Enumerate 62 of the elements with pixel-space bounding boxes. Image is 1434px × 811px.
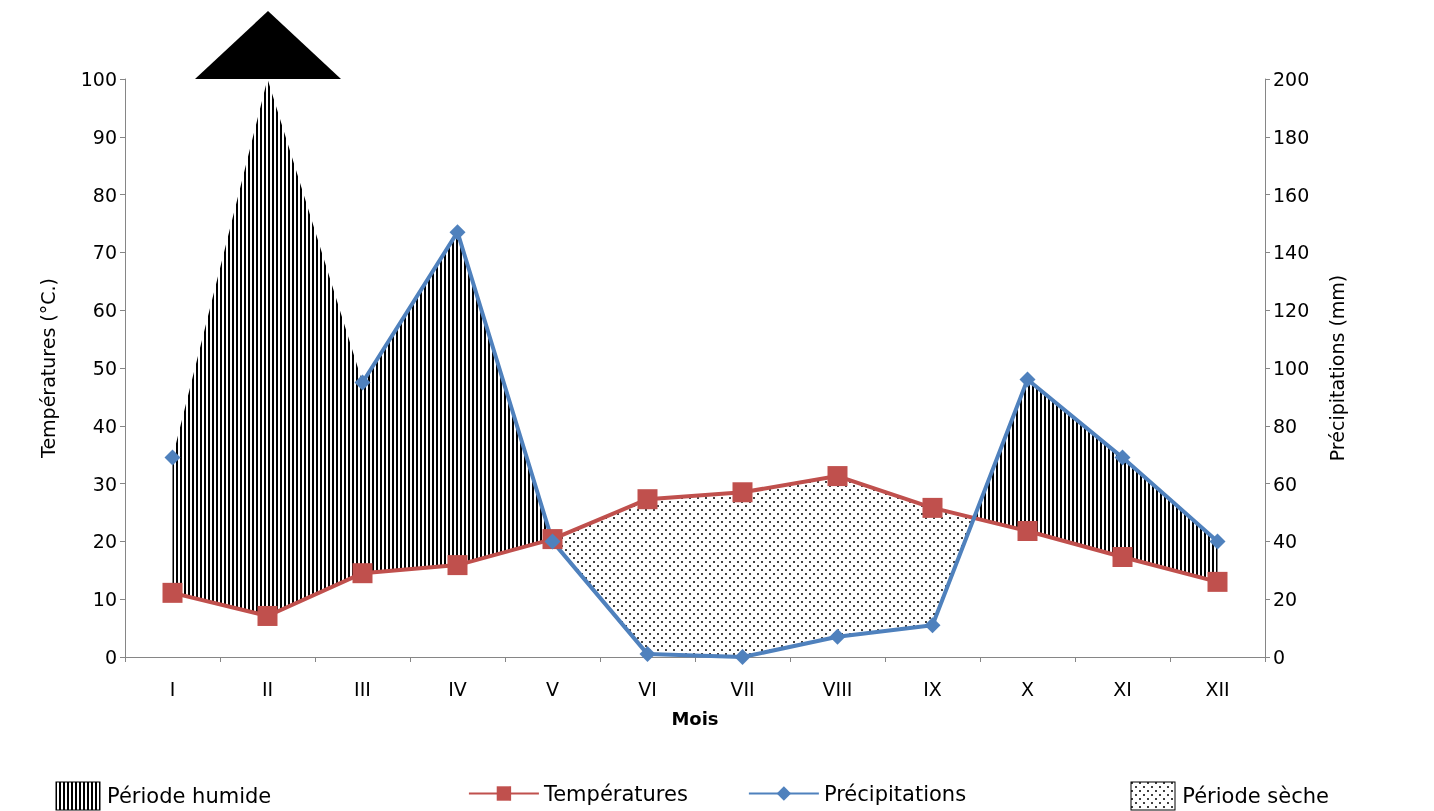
- x-tick-label: X: [1020, 677, 1035, 700]
- text: Période humide: [107, 784, 272, 808]
- point: [922, 497, 943, 518]
- y2-axis-title: Précipitations (mm): [1325, 274, 1348, 462]
- y2-tick-label: 60: [1273, 472, 1298, 495]
- point: [637, 489, 658, 510]
- legend-label: Précipitations: [823, 781, 967, 806]
- point: [449, 224, 466, 241]
- point: [1114, 449, 1131, 466]
- y2-tick-label: 180: [1273, 125, 1310, 148]
- x-tick-label: VI: [638, 677, 657, 700]
- point: [1112, 547, 1133, 568]
- x-tick-label: IX: [923, 677, 942, 700]
- y-tick-label: 20: [92, 530, 117, 553]
- x-tick-label: III: [354, 677, 371, 700]
- x-tick-label: V: [546, 677, 559, 700]
- y2-tick-label: 20: [1273, 588, 1298, 611]
- point: [162, 582, 183, 603]
- point: [924, 617, 941, 634]
- x-tick-label: XII: [1205, 677, 1230, 700]
- x-axis-title: Mois: [671, 707, 719, 729]
- text: Période sèche: [1182, 784, 1329, 808]
- point: [164, 449, 181, 466]
- y-axis-title: Températures (°C.): [36, 278, 59, 459]
- x-tick-label: II: [261, 677, 274, 700]
- y2-tick-label: 80: [1273, 414, 1298, 437]
- point: [827, 466, 848, 487]
- point: [352, 563, 373, 584]
- y2-tick-label: 40: [1273, 530, 1298, 553]
- point: [639, 646, 656, 663]
- y2-tick-label: 120: [1273, 299, 1310, 322]
- y2-tick-label: 160: [1273, 183, 1310, 206]
- x-tick-label: VIII: [822, 677, 853, 700]
- y2-tick-label: 140: [1273, 241, 1310, 264]
- point: [1017, 521, 1038, 541]
- y-tick-label: 50: [92, 357, 117, 379]
- y-tick-label: 30: [92, 472, 117, 495]
- point: [1207, 571, 1228, 592]
- y-tick-label: 100: [80, 68, 117, 90]
- legend-label: Températures: [542, 781, 688, 806]
- y-tick-label: 10: [92, 588, 117, 611]
- point: [732, 482, 753, 503]
- x-tick-label: VII: [730, 677, 755, 700]
- y-tick-label: 60: [92, 299, 117, 322]
- y-tick-label: 80: [92, 183, 117, 206]
- y2-tick-label: 0: [1273, 646, 1286, 668]
- y-tick-label: 70: [92, 241, 117, 264]
- point: [1209, 533, 1226, 550]
- point: [1019, 371, 1036, 388]
- y-tick-label: 90: [92, 125, 117, 148]
- y-tick-label: 0: [104, 646, 117, 668]
- y2-tick-label: 200: [1273, 68, 1310, 90]
- x-tick-label: I: [169, 677, 176, 700]
- point: [734, 649, 751, 665]
- point: [447, 555, 468, 576]
- y2-tick-label: 100: [1273, 357, 1310, 379]
- y-tick-label: 40: [92, 414, 117, 437]
- point: [829, 628, 846, 645]
- x-tick-label: IV: [448, 677, 467, 700]
- x-tick-label: XI: [1113, 677, 1132, 700]
- point: [354, 374, 371, 391]
- point: [257, 605, 278, 626]
